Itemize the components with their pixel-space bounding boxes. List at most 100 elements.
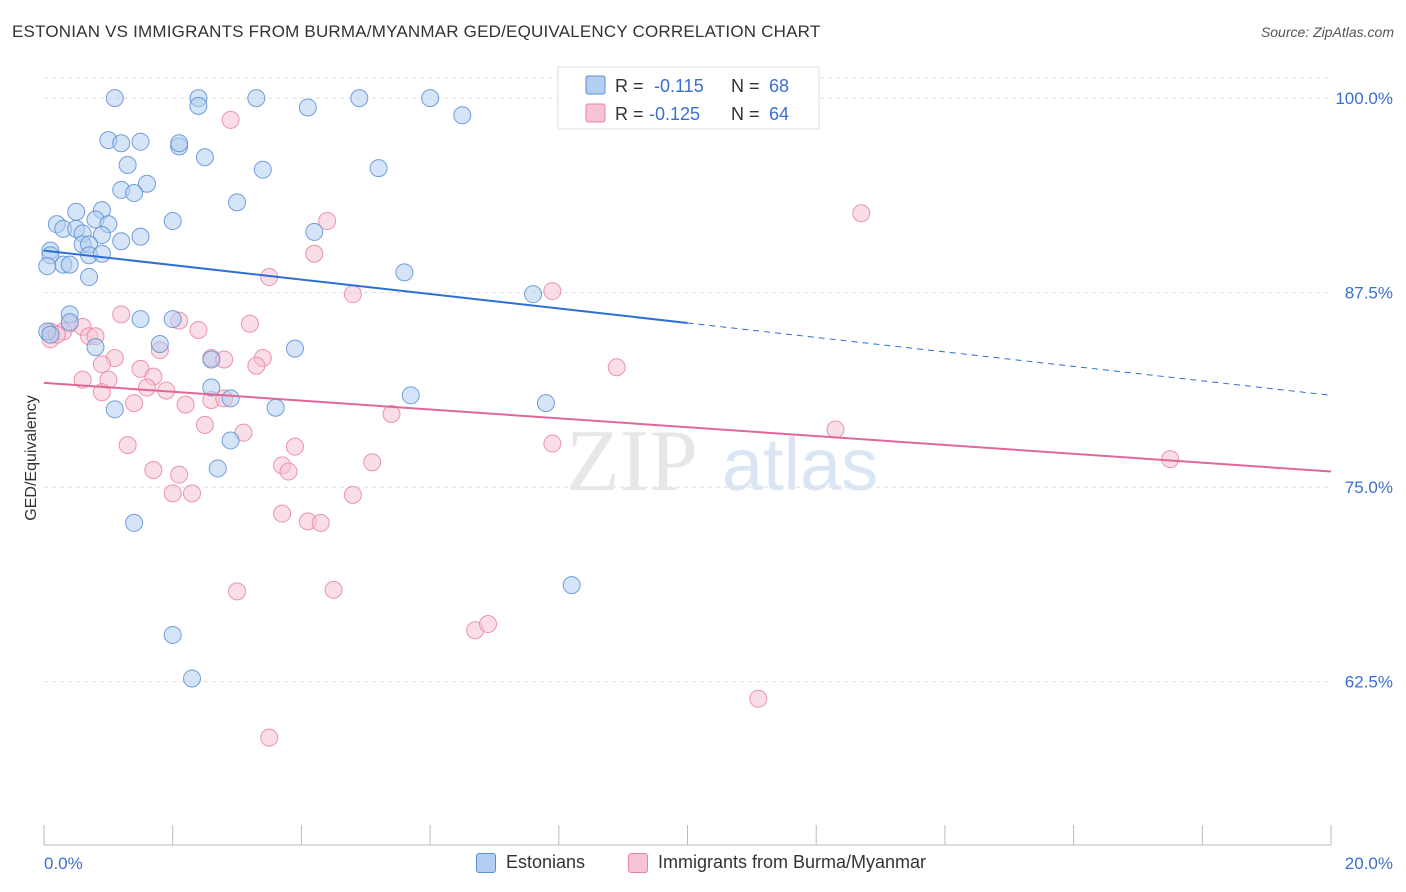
legend-item-estonians: Estonians (476, 852, 585, 873)
legend-n-label-burma: N = (731, 104, 760, 124)
point-burma (343, 485, 362, 504)
point-burma (240, 314, 259, 333)
point-burma (125, 394, 144, 413)
point-burma (73, 370, 92, 389)
point-estonian (150, 334, 169, 353)
point-estonian (195, 148, 214, 167)
point-burma (305, 244, 324, 263)
y-tick-label: 87.5% (1345, 284, 1393, 303)
point-estonian (131, 132, 150, 151)
point-burma (382, 404, 401, 423)
point-estonian (137, 174, 156, 193)
point-estonian (221, 431, 240, 450)
legend-item-burma: Immigrants from Burma/Myanmar (628, 852, 926, 873)
x-tick-label-min: 0.0% (44, 854, 83, 873)
point-burma (195, 415, 214, 434)
point-estonian (131, 227, 150, 246)
point-burma (112, 305, 131, 324)
point-burma (311, 513, 330, 532)
point-estonian (163, 212, 182, 231)
point-burma (852, 204, 871, 223)
point-burma (118, 436, 137, 455)
legend-r-label-burma: R = (615, 104, 644, 124)
watermark-zip: ZIP (566, 413, 698, 510)
point-estonian (253, 160, 272, 179)
watermark: ZIP atlas (566, 413, 878, 510)
point-estonian (125, 184, 144, 203)
stats-legend: R = -0.115 N = 68 R = -0.125 N = 64 (557, 66, 820, 130)
point-estonian (86, 338, 105, 357)
point-estonian (202, 378, 221, 397)
point-estonian (60, 255, 79, 274)
y-tick-label: 100.0% (1335, 89, 1393, 108)
point-burma (543, 434, 562, 453)
point-burma (749, 689, 768, 708)
series-legend: Estonians Immigrants from Burma/Myanmar (0, 852, 1406, 878)
legend-label-burma: Immigrants from Burma/Myanmar (658, 852, 927, 872)
x-tick-label-max: 20.0% (1345, 854, 1393, 873)
point-estonian (202, 350, 221, 369)
point-estonian (105, 400, 124, 419)
y-axis-label: GED/Equivalency (23, 395, 40, 520)
point-estonian (401, 386, 420, 405)
point-estonian (183, 669, 202, 688)
point-burma (144, 461, 163, 480)
point-estonian (163, 625, 182, 644)
legend-swatch (628, 852, 648, 873)
point-estonian (112, 232, 131, 251)
point-burma (92, 355, 111, 374)
y-tick-label: 75.0% (1345, 478, 1393, 497)
point-estonian (266, 398, 285, 417)
legend-swatch-burma (585, 103, 606, 123)
point-burma (343, 285, 362, 304)
point-burma (170, 465, 189, 484)
point-burma (279, 462, 298, 481)
point-estonian (163, 310, 182, 329)
point-burma (260, 728, 279, 747)
point-estonian (92, 244, 111, 263)
point-estonian (105, 89, 124, 108)
point-burma (285, 437, 304, 456)
legend-label-estonians: Estonians (506, 852, 586, 872)
point-estonian (524, 285, 543, 304)
point-burma (189, 320, 208, 339)
legend-n-value-estonians: 68 (769, 76, 789, 96)
point-burma (363, 453, 382, 472)
point-burma (607, 358, 626, 377)
point-estonian (38, 257, 57, 276)
point-burma (318, 212, 337, 231)
point-estonian (92, 226, 111, 245)
legend-swatch (476, 852, 496, 873)
tick-labels: 100.0% 87.5% 75.0% 62.5% 0.0% 20.0% (44, 89, 1393, 873)
y-tick-label: 62.5% (1345, 673, 1393, 692)
legend-swatch-estonians (585, 75, 606, 95)
point-estonian (369, 159, 388, 178)
point-estonian (131, 310, 150, 329)
point-estonian (112, 134, 131, 153)
point-estonian (350, 89, 369, 108)
point-burma (826, 420, 845, 439)
legend-r-value-burma: -0.125 (649, 104, 700, 124)
trend-line-estonians (43, 249, 688, 324)
point-estonian (170, 134, 189, 153)
point-burma (228, 582, 247, 601)
point-estonian (221, 389, 240, 408)
point-estonian (80, 268, 99, 287)
chart-title: ESTONIAN VS IMMIGRANTS FROM BURMA/MYANMA… (12, 22, 821, 41)
point-burma (273, 504, 292, 523)
trend-lines (43, 249, 1332, 473)
point-estonian (305, 222, 324, 241)
point-estonian (395, 263, 414, 282)
point-burma (163, 484, 182, 503)
point-burma (247, 356, 266, 375)
source-label: Source: ZipAtlas.com (1260, 24, 1394, 40)
point-burma (479, 615, 498, 634)
trend-line-burma (43, 381, 1332, 473)
point-estonian (536, 394, 555, 413)
point-estonian (421, 89, 440, 108)
watermark-atlas: atlas (722, 423, 878, 506)
data-points (38, 89, 1180, 747)
point-estonian (118, 156, 137, 175)
point-estonian (67, 202, 86, 221)
point-estonian (247, 89, 266, 108)
